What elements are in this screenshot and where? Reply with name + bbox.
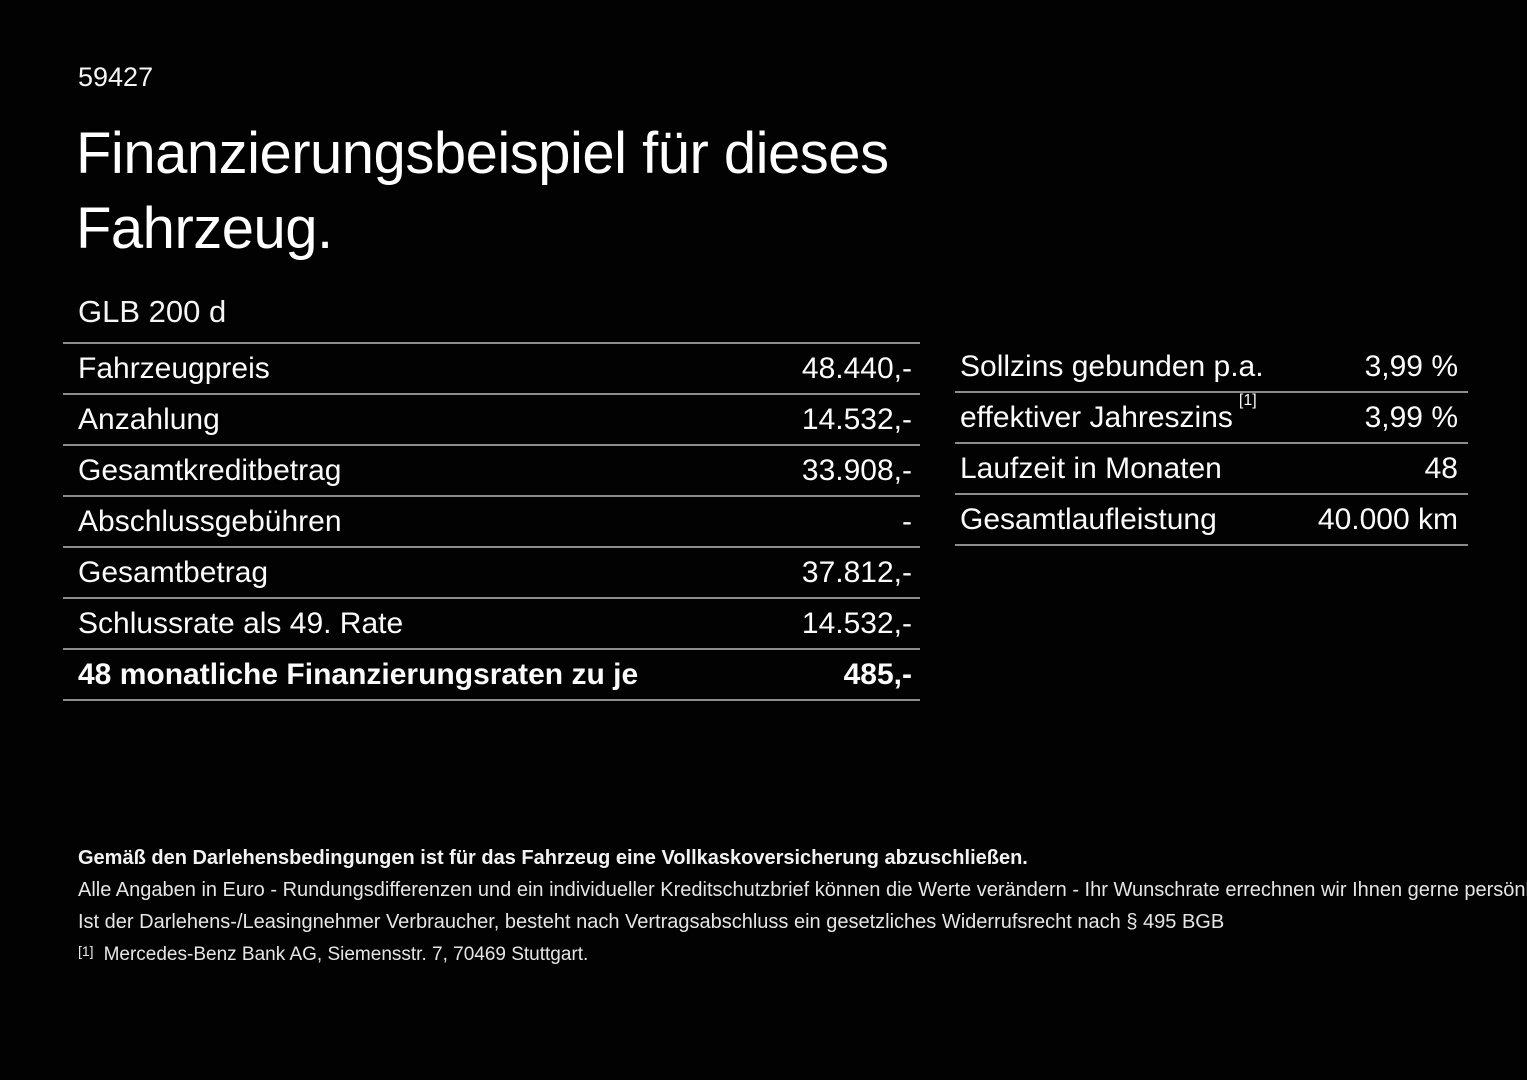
row-label: Fahrzeugpreis bbox=[78, 351, 270, 385]
footnote-reference: [1] bbox=[1238, 391, 1257, 409]
page-title: Finanzierungsbeispiel für dieses Fahrzeu… bbox=[76, 121, 889, 261]
row-label: Gesamtkreditbetrag bbox=[78, 453, 342, 487]
row-value: 3,99 % bbox=[1364, 400, 1458, 434]
conditions-table: Sollzins gebunden p.a. 3,99 % effektiver… bbox=[955, 342, 1468, 546]
doc-number: 59427 bbox=[78, 62, 154, 92]
row-value: 40.000 km bbox=[1317, 502, 1458, 536]
row-value: - bbox=[902, 504, 912, 538]
table-row: effektiver Jahreszins [1] 3,99 % bbox=[955, 392, 1468, 444]
table-row: Sollzins gebunden p.a. 3,99 % bbox=[955, 342, 1468, 393]
row-value: 3,99 % bbox=[1364, 349, 1458, 383]
table-row: Fahrzeugpreis 48.440,- bbox=[63, 344, 920, 395]
row-label: Sollzins gebunden p.a. bbox=[960, 349, 1264, 383]
row-label: Gesamtbetrag bbox=[78, 555, 269, 589]
row-label-text: effektiver Jahreszins bbox=[960, 400, 1233, 434]
table-row: Schlussrate als 49. Rate 14.532,- bbox=[63, 599, 920, 650]
table-row: Gesamtkreditbetrag 33.908,- bbox=[63, 446, 920, 497]
row-label: 48 monatliche Finanzierungsraten zu je bbox=[78, 657, 639, 691]
vehicle-model: GLB 200 d bbox=[78, 294, 227, 329]
row-label: Laufzeit in Monaten bbox=[960, 451, 1222, 485]
table-row: Gesamtlaufleistung 40.000 km bbox=[955, 495, 1468, 546]
table-row: Anzahlung 14.532,- bbox=[63, 395, 920, 446]
legal-insurance-note: Gemäß den Darlehensbedingungen ist für d… bbox=[78, 847, 1028, 869]
table-row-monthly-rate: 48 monatliche Finanzierungsraten zu je 4… bbox=[63, 650, 920, 701]
row-label: effektiver Jahreszins [1] bbox=[960, 392, 1257, 435]
footnote-text: Mercedes-Benz Bank AG, Siemensstr. 7, 70… bbox=[103, 944, 589, 965]
footnote-marker: [1] bbox=[78, 943, 94, 959]
table-row: Abschlussgebühren - bbox=[63, 497, 920, 548]
legal-euro-note: Alle Angaben in Euro - Rundungsdifferenz… bbox=[78, 879, 1527, 901]
row-label: Anzahlung bbox=[78, 402, 220, 436]
row-value: 485,- bbox=[843, 657, 912, 691]
row-label: Abschlussgebühren bbox=[78, 504, 342, 538]
financing-table: Fahrzeugpreis 48.440,- Anzahlung 14.532,… bbox=[63, 342, 920, 701]
row-label: Schlussrate als 49. Rate bbox=[78, 606, 404, 640]
row-value: 48.440,- bbox=[801, 351, 912, 385]
legal-withdrawal-note: Ist der Darlehens-/Leasingnehmer Verbrau… bbox=[78, 911, 1225, 933]
row-value: 14.532,- bbox=[801, 402, 912, 436]
row-value: 48 bbox=[1424, 451, 1458, 485]
row-value: 14.532,- bbox=[801, 606, 912, 640]
table-row: Gesamtbetrag 37.812,- bbox=[63, 548, 920, 599]
row-value: 37.812,- bbox=[801, 555, 912, 589]
row-label: Gesamtlaufleistung bbox=[960, 502, 1217, 536]
row-value: 33.908,- bbox=[801, 453, 912, 487]
footnote: [1] Mercedes-Benz Bank AG, Siemensstr. 7,… bbox=[78, 943, 589, 966]
table-row: Laufzeit in Monaten 48 bbox=[955, 444, 1468, 495]
